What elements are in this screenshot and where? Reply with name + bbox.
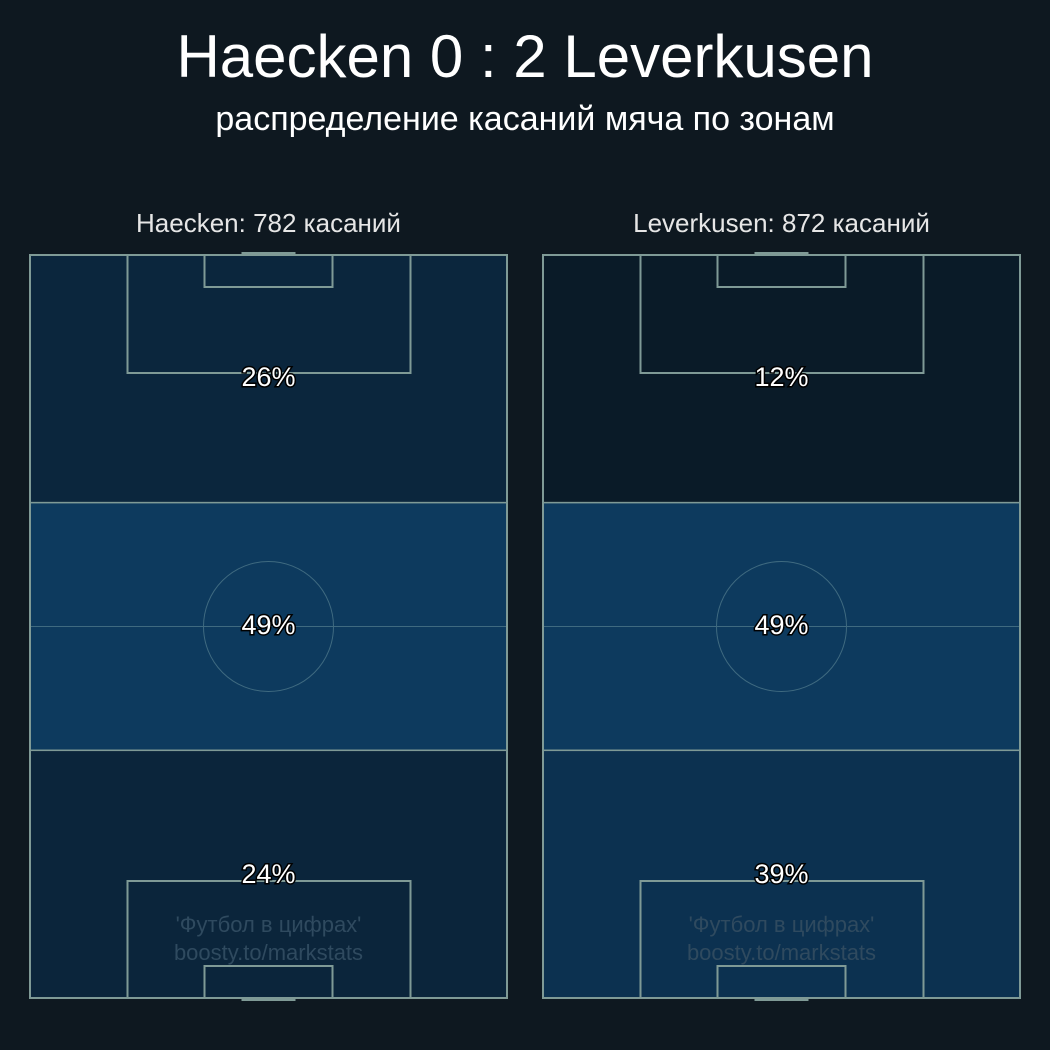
zone-cell xyxy=(542,749,1021,999)
zone-value-label: 24% xyxy=(241,859,295,889)
panel-title: Leverkusen: 872 касаний xyxy=(633,208,930,238)
zone-value-label: 26% xyxy=(241,362,295,392)
watermark-line-2: boosty.to/markstats xyxy=(174,940,363,965)
zone-cell xyxy=(29,254,508,504)
center-circle xyxy=(716,561,847,692)
chart-title: Haecken 0 : 2 Leverkusen xyxy=(176,23,874,90)
pitch-outline xyxy=(29,254,508,999)
zone-cell xyxy=(542,254,1021,504)
zone-value-label: 39% xyxy=(754,859,808,889)
zone-cell xyxy=(29,749,508,999)
panel-title: Haecken: 782 касаний xyxy=(136,208,401,238)
pitch-panel-haecken: Haecken: 782 касаний 'Футбол в цифрах' boo… xyxy=(29,208,508,1001)
watermark-line-1: 'Футбол в цифрах' xyxy=(689,912,875,937)
chart-subtitle: распределение касаний мяча по зонам xyxy=(215,100,835,138)
center-circle xyxy=(203,561,334,692)
zone-value-label: 49% xyxy=(754,610,808,640)
pitch-panel-leverkusen: Leverkusen: 872 касаний 'Футбол в цифрах'… xyxy=(542,208,1021,1001)
watermark-line-1: 'Футбол в цифрах' xyxy=(176,912,362,937)
pitch-outline xyxy=(542,254,1021,999)
zone-value-label: 12% xyxy=(754,362,808,392)
watermark-line-2: boosty.to/markstats xyxy=(687,940,876,965)
zone-value-label: 49% xyxy=(241,610,295,640)
